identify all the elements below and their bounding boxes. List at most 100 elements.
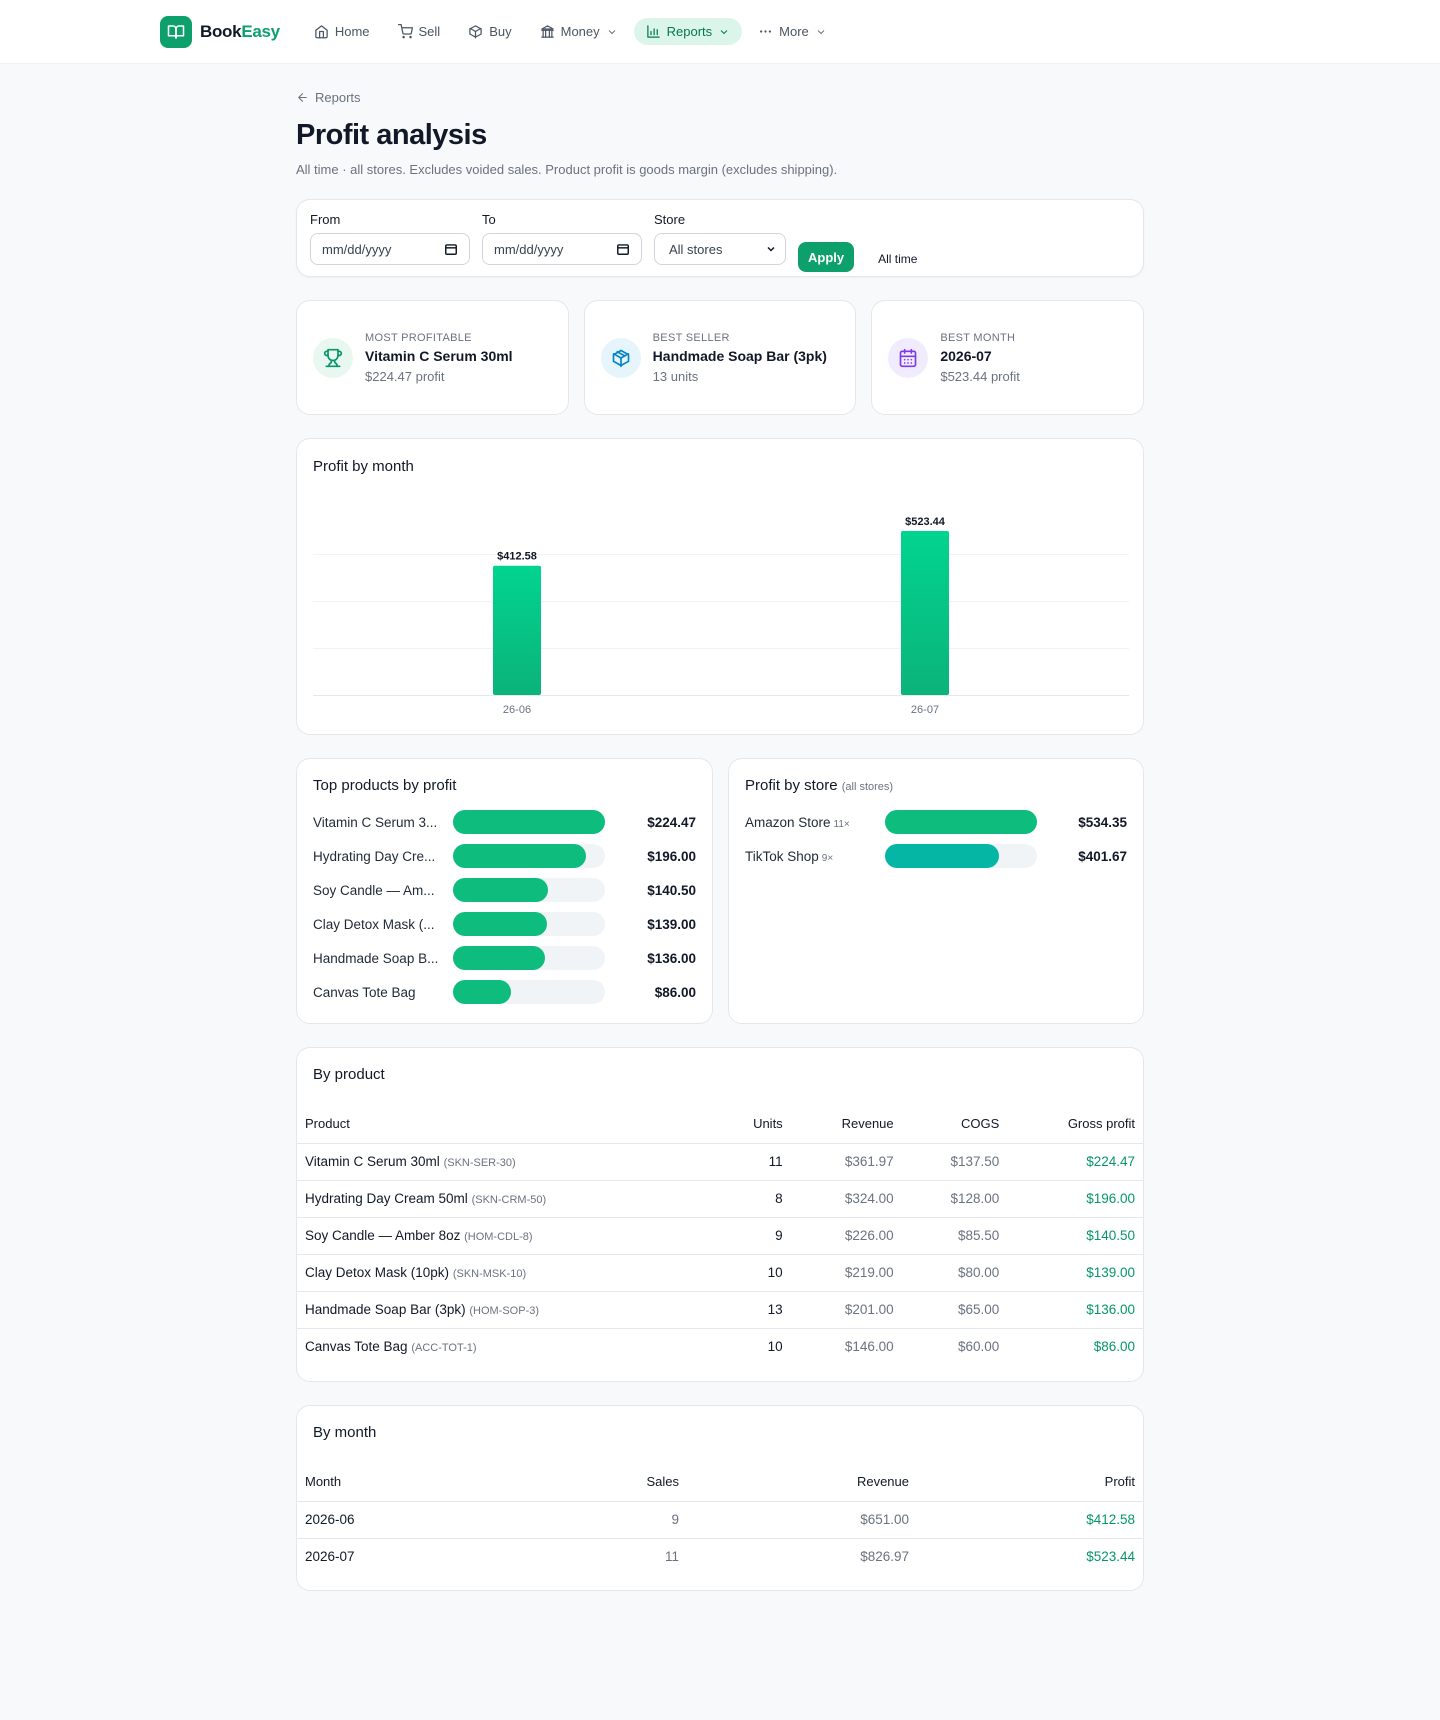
to-label: To bbox=[482, 212, 496, 227]
to-date-input[interactable]: mm/dd/yyyy bbox=[482, 233, 642, 265]
store-row: TikTok Shop 9× $401.67 bbox=[745, 839, 1127, 873]
col-cogs: COGS bbox=[901, 1105, 1008, 1144]
units-cell: 9 bbox=[716, 1217, 791, 1255]
product-name: Handmade Soap B... bbox=[313, 950, 439, 966]
col-gross-profit: Gross profit bbox=[1007, 1105, 1143, 1144]
product-sku: (SKN-MSK-10) bbox=[452, 1268, 527, 1280]
revenue-cell: $201.00 bbox=[790, 1291, 902, 1329]
nav-more[interactable]: More bbox=[746, 18, 839, 45]
product-sku: (SKN-CRM-50) bbox=[471, 1194, 547, 1206]
top-products-card: Top products by profit Vitamin C Serum 3… bbox=[296, 758, 713, 1024]
bar-track bbox=[453, 980, 605, 1004]
table-row[interactable]: Clay Detox Mask (10pk) (SKN-MSK-10) 10 $21… bbox=[297, 1254, 1143, 1292]
bar-fill bbox=[885, 844, 1000, 868]
stat-label: BEST MONTH bbox=[940, 331, 1016, 344]
nav-buy[interactable]: Buy bbox=[456, 18, 523, 45]
profit-by-month-chart: $412.58 26-06 $523.44 26-07 bbox=[313, 516, 1129, 716]
units-cell: 10 bbox=[716, 1254, 791, 1292]
col-revenue: Revenue bbox=[687, 1463, 917, 1502]
table-row[interactable]: Handmade Soap Bar (3pk) (HOM-SOP-3) 13 $20… bbox=[297, 1291, 1143, 1329]
store-name: Amazon Store bbox=[745, 814, 831, 830]
from-field: From mm/dd/yyyy bbox=[310, 210, 470, 265]
cart-icon bbox=[397, 24, 413, 39]
store-profit: $401.67 bbox=[1078, 848, 1127, 864]
product-profit: $140.50 bbox=[647, 882, 696, 898]
nav-reports[interactable]: Reports bbox=[633, 18, 743, 45]
top-product-row: Hydrating Day Cre... $196.00 bbox=[313, 839, 696, 873]
profit-by-month-chart-card: Profit by month $412.58 26-06 $523.44 26-07 bbox=[296, 438, 1144, 735]
units-cell: 13 bbox=[716, 1291, 791, 1329]
store-count: 11× bbox=[833, 818, 850, 830]
bar-fill bbox=[453, 810, 605, 834]
table-row[interactable]: Soy Candle — Amber 8oz (HOM-CDL-8) 9 $226.… bbox=[297, 1217, 1143, 1255]
product-cell: Canvas Tote Bag (ACC-TOT-1) bbox=[297, 1328, 716, 1365]
nav-sell[interactable]: Sell bbox=[386, 18, 453, 45]
top-nav: BookEasy Home Sell Buy Money Reports Mor… bbox=[0, 0, 1440, 64]
profit-cell: $140.50 bbox=[1007, 1217, 1143, 1255]
stat-sub: $523.44 profit bbox=[940, 368, 1020, 384]
chart-bar[interactable] bbox=[493, 565, 541, 695]
nav-money-label: Money bbox=[560, 24, 600, 39]
by-month-table: Month Sales Revenue Profit 2026-06 9 $651.… bbox=[297, 1463, 1143, 1575]
brand[interactable]: BookEasy bbox=[160, 15, 280, 48]
nav-money[interactable]: Money bbox=[528, 18, 630, 45]
revenue-cell: $219.00 bbox=[790, 1254, 902, 1292]
bar-fill bbox=[453, 844, 586, 868]
calendar-icon bbox=[617, 244, 629, 255]
from-date-input[interactable]: mm/dd/yyyy bbox=[310, 233, 470, 265]
brand-name: BookEasy bbox=[200, 22, 280, 42]
col-month: Month bbox=[297, 1463, 527, 1502]
stat-label: MOST PROFITABLE bbox=[365, 331, 472, 344]
top-product-row: Vitamin C Serum 3... $224.47 bbox=[313, 805, 696, 839]
store-name-wrap: Amazon Store 11× bbox=[745, 815, 885, 830]
calendar-icon bbox=[900, 348, 917, 367]
product-cell: Hydrating Day Cream 50ml (SKN-CRM-50) bbox=[297, 1180, 717, 1218]
box-icon bbox=[469, 25, 482, 39]
table-row[interactable]: Hydrating Day Cream 50ml (SKN-CRM-50) 8 $3… bbox=[297, 1180, 1143, 1218]
cogs-cell: $85.50 bbox=[901, 1217, 1008, 1255]
back-link[interactable]: Reports bbox=[296, 90, 1144, 105]
store-count: 9× bbox=[821, 852, 834, 864]
product-name: Handmade Soap Bar (3pk) bbox=[305, 1302, 466, 1317]
breakdown-row: Top products by profit Vitamin C Serum 3… bbox=[296, 758, 1144, 1024]
bar-fill bbox=[453, 980, 512, 1004]
bar-fill bbox=[453, 912, 548, 936]
top-products-list: Vitamin C Serum 3... $224.47 Hydrating Day… bbox=[313, 805, 696, 1009]
units-cell: 8 bbox=[716, 1180, 791, 1218]
store-select[interactable]: All stores bbox=[654, 233, 786, 265]
bar-track bbox=[453, 844, 605, 868]
store-select-value: All stores bbox=[669, 241, 723, 257]
table-row[interactable]: Canvas Tote Bag (ACC-TOT-1) 10 $146.00 $60.… bbox=[297, 1328, 1143, 1365]
product-name: Vitamin C Serum 3... bbox=[313, 814, 438, 830]
nav-more-label: More bbox=[779, 24, 809, 39]
bar-track bbox=[453, 810, 605, 834]
all-time-link[interactable]: All time bbox=[878, 252, 918, 266]
product-name: Canvas Tote Bag bbox=[305, 1339, 408, 1355]
product-sku: (SKN-SER-30) bbox=[443, 1157, 516, 1169]
table-row[interactable]: Vitamin C Serum 30ml (SKN-SER-30) 11 $361.… bbox=[297, 1143, 1143, 1181]
nav-home[interactable]: Home bbox=[302, 18, 382, 45]
product-name: Vitamin C Serum 30ml bbox=[305, 1154, 440, 1169]
stat-text: MOST PROFITABLE Vitamin C Serum 30ml $22… bbox=[365, 332, 513, 384]
stat-most-profitable: MOST PROFITABLE Vitamin C Serum 30ml $22… bbox=[296, 300, 569, 415]
table-row[interactable]: 2026-06 9 $651.00 $412.58 bbox=[297, 1501, 1143, 1539]
product-name: Clay Detox Mask (10pk) bbox=[305, 1265, 450, 1280]
stat-sub: $224.47 profit bbox=[365, 368, 445, 384]
stores-list: Amazon Store 11× $534.35 TikTok Shop 9× $401.… bbox=[745, 805, 1127, 873]
product-cell: Vitamin C Serum 30ml (SKN-SER-30) bbox=[297, 1143, 717, 1181]
stats-row: MOST PROFITABLE Vitamin C Serum 30ml $22… bbox=[296, 300, 1145, 415]
table-header-row: Month Sales Revenue Profit bbox=[297, 1463, 1143, 1502]
profit-cell: $523.44 bbox=[1086, 1549, 1135, 1565]
bar-value-label: $523.44 bbox=[905, 516, 946, 528]
package-icon bbox=[612, 349, 630, 367]
apply-button[interactable]: Apply bbox=[798, 242, 855, 272]
sales-cell: 9 bbox=[527, 1501, 687, 1539]
revenue-cell: $361.97 bbox=[790, 1143, 902, 1181]
stat-text: BEST MONTH 2026-07 $523.44 profit bbox=[940, 332, 1020, 384]
stat-sub: 13 units bbox=[652, 368, 699, 384]
table-row[interactable]: 2026-07 11 $826.97 $523.44 bbox=[297, 1538, 1143, 1575]
from-label: From bbox=[310, 212, 341, 227]
chevron-down-icon bbox=[767, 246, 775, 252]
chart-bar[interactable] bbox=[901, 530, 949, 695]
bar-track bbox=[453, 912, 605, 936]
